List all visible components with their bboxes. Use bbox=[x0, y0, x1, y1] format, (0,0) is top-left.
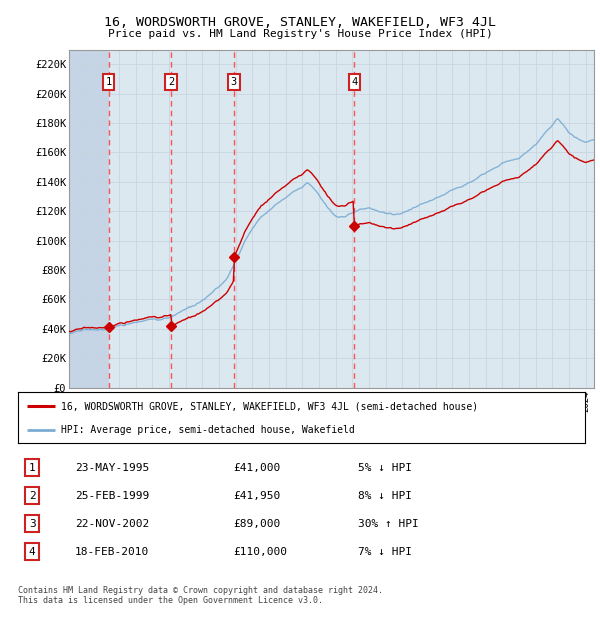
Bar bbox=[69, 50, 109, 388]
Text: 7% ↓ HPI: 7% ↓ HPI bbox=[358, 547, 412, 557]
Text: £110,000: £110,000 bbox=[233, 547, 287, 557]
Text: 16, WORDSWORTH GROVE, STANLEY, WAKEFIELD, WF3 4JL (semi-detached house): 16, WORDSWORTH GROVE, STANLEY, WAKEFIELD… bbox=[61, 401, 478, 411]
Text: 25-FEB-1999: 25-FEB-1999 bbox=[75, 490, 149, 501]
Text: 1: 1 bbox=[29, 463, 35, 472]
Text: 1: 1 bbox=[106, 77, 112, 87]
Text: 3: 3 bbox=[231, 77, 237, 87]
Text: 22-NOV-2002: 22-NOV-2002 bbox=[75, 519, 149, 529]
Text: HPI: Average price, semi-detached house, Wakefield: HPI: Average price, semi-detached house,… bbox=[61, 425, 354, 435]
Text: 5% ↓ HPI: 5% ↓ HPI bbox=[358, 463, 412, 472]
Text: 18-FEB-2010: 18-FEB-2010 bbox=[75, 547, 149, 557]
Text: 8% ↓ HPI: 8% ↓ HPI bbox=[358, 490, 412, 501]
Text: 2: 2 bbox=[168, 77, 174, 87]
Text: 4: 4 bbox=[29, 547, 35, 557]
Text: 23-MAY-1995: 23-MAY-1995 bbox=[75, 463, 149, 472]
Text: 4: 4 bbox=[351, 77, 358, 87]
Text: 30% ↑ HPI: 30% ↑ HPI bbox=[358, 519, 419, 529]
Text: £89,000: £89,000 bbox=[233, 519, 281, 529]
Text: £41,950: £41,950 bbox=[233, 490, 281, 501]
Text: £41,000: £41,000 bbox=[233, 463, 281, 472]
Text: Price paid vs. HM Land Registry's House Price Index (HPI): Price paid vs. HM Land Registry's House … bbox=[107, 29, 493, 38]
Text: 2: 2 bbox=[29, 490, 35, 501]
Text: 3: 3 bbox=[29, 519, 35, 529]
Text: Contains HM Land Registry data © Crown copyright and database right 2024.
This d: Contains HM Land Registry data © Crown c… bbox=[18, 586, 383, 605]
Text: 16, WORDSWORTH GROVE, STANLEY, WAKEFIELD, WF3 4JL: 16, WORDSWORTH GROVE, STANLEY, WAKEFIELD… bbox=[104, 16, 496, 29]
